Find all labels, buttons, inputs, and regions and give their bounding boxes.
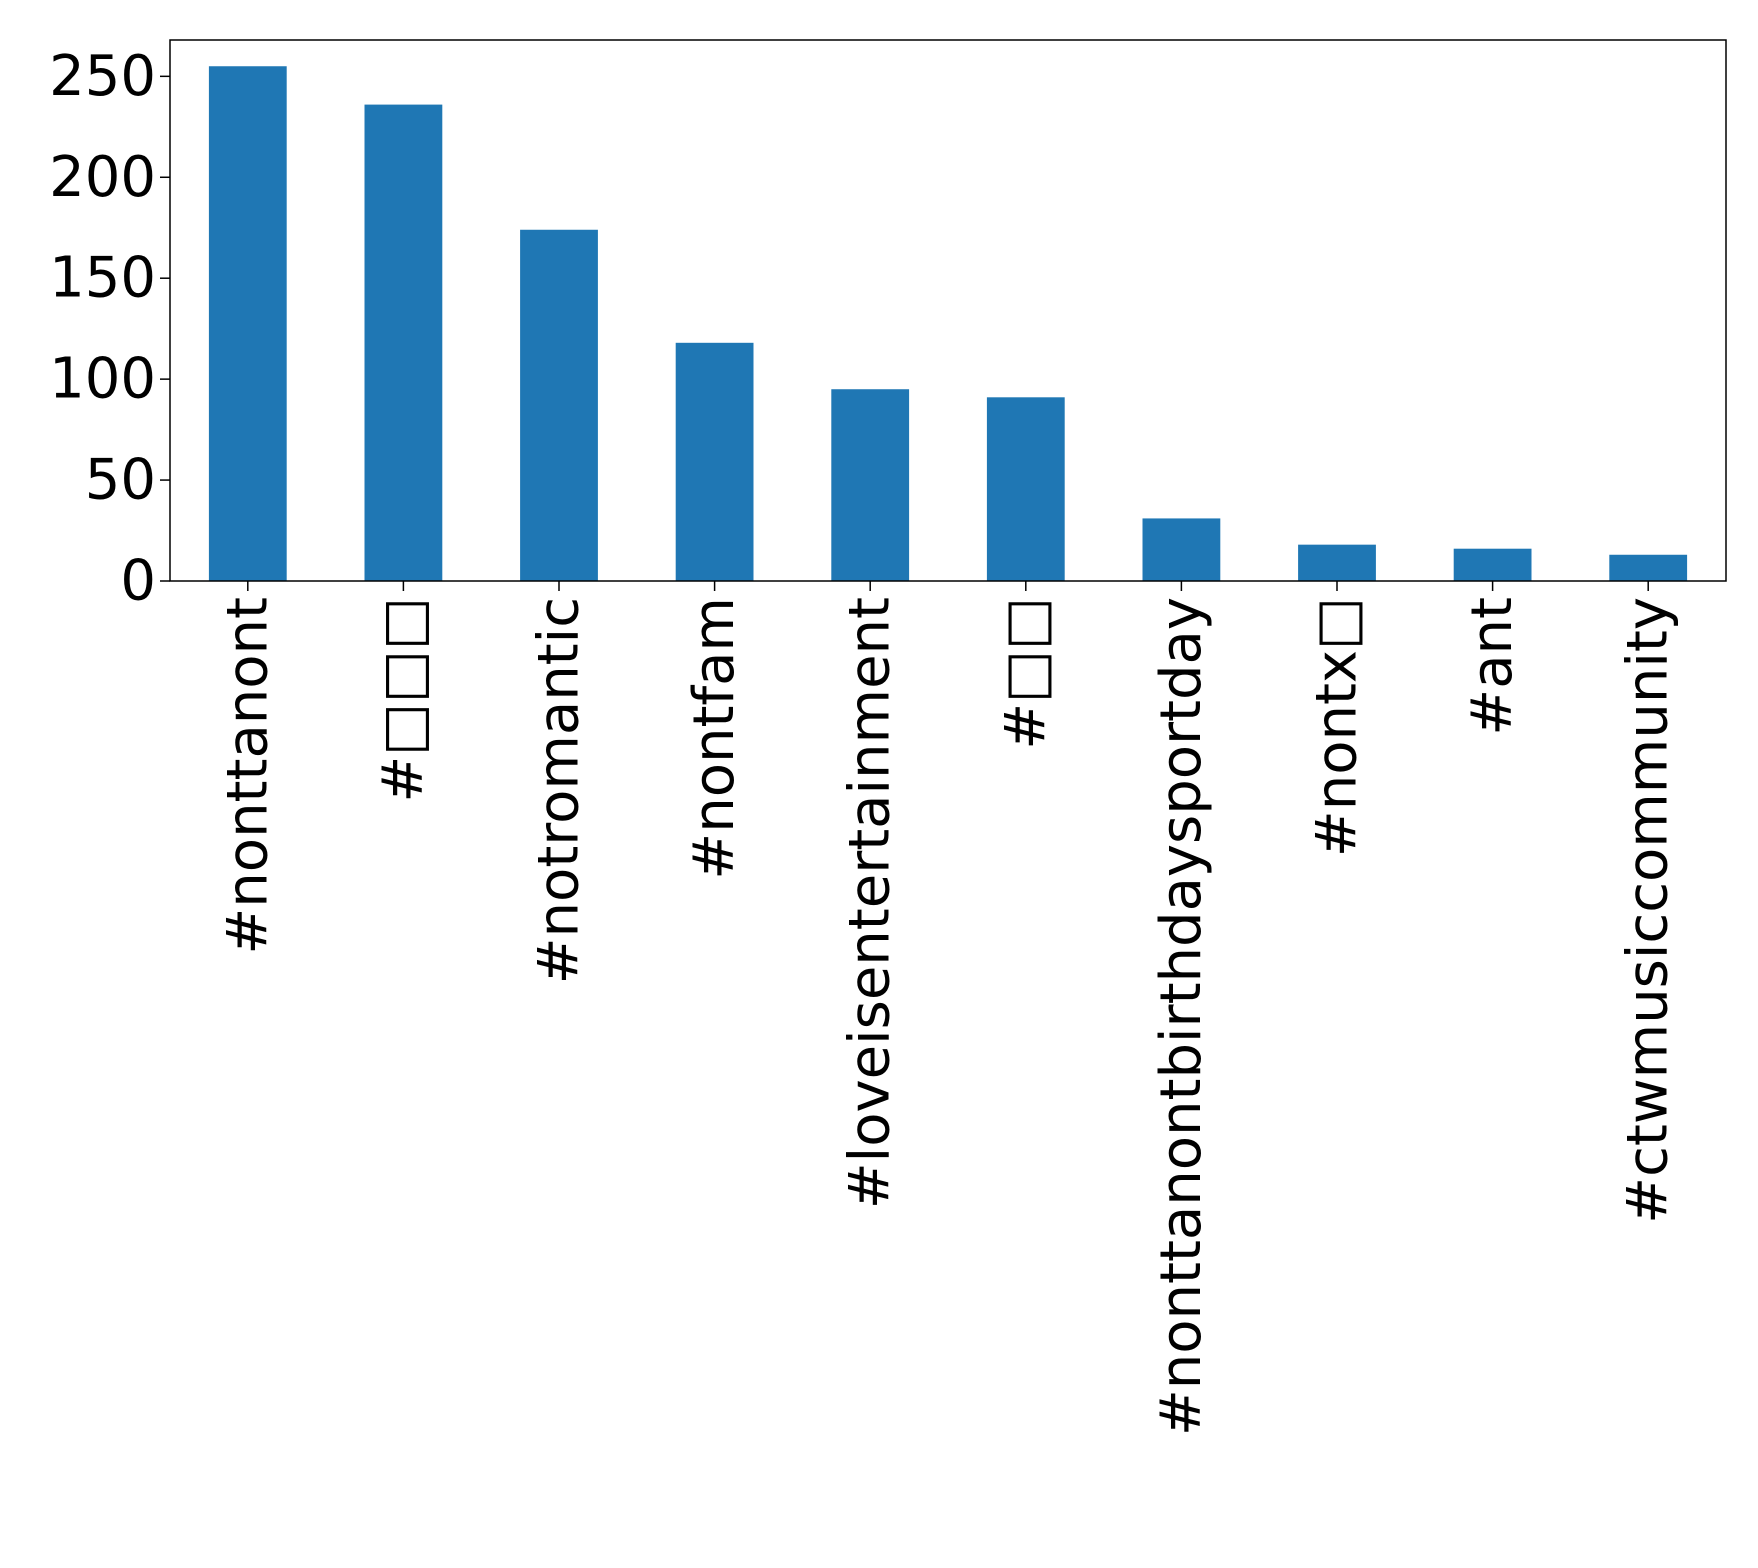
y-tick-label: 50 [85,448,156,513]
bars-layer [208,66,1688,582]
bar-7 [1298,544,1376,581]
x-tick-label: #nontfam [682,597,747,880]
x-tick-label: #notromantic [527,597,592,984]
bar-3 [675,342,754,581]
y-tick-label: 150 [49,246,156,311]
y-tick-label: 0 [120,549,156,614]
y-tick-label: 200 [49,145,156,210]
x-tick-label: #□□□ [371,597,436,803]
bar-4 [831,389,910,581]
y-tick-label: 100 [49,347,156,412]
x-tick-label: #ctwmusiccommunity [1616,597,1681,1224]
bar-2 [520,229,598,582]
bar-1 [364,104,443,581]
y-tick-label: 250 [49,44,156,109]
bar-9 [1609,554,1688,581]
x-tick-label: #nontx□ [1305,597,1370,857]
bar-8 [1453,548,1532,581]
x-axis: #nonttanont #□□□ #notromantic #nontfam #love… [215,581,1681,1436]
bar-6 [1142,518,1221,581]
x-tick-label: #nonttanont [215,597,280,955]
x-tick-label: #□□ [993,597,1058,750]
x-tick-label: #nonttanontbirthdaysportday [1149,597,1214,1436]
y-axis: 0 50 100 150 200 250 [49,44,170,614]
x-tick-label: #ant [1460,597,1525,736]
bar-5 [986,397,1065,581]
bar-0 [208,66,287,581]
x-tick-label: #loveisentertainment [838,597,903,1209]
plot-frame [169,39,1727,582]
